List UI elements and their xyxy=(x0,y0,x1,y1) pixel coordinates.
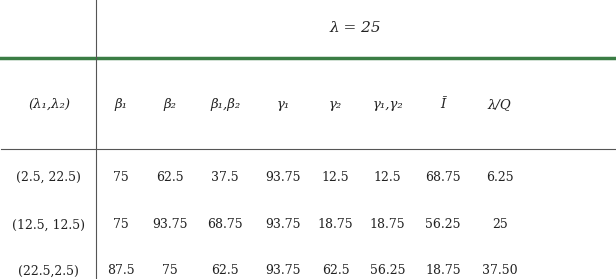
Text: 25: 25 xyxy=(492,218,508,231)
Text: 75: 75 xyxy=(162,264,178,277)
Text: 18.75: 18.75 xyxy=(425,264,461,277)
Text: 62.5: 62.5 xyxy=(156,171,184,184)
Text: 37.5: 37.5 xyxy=(211,171,239,184)
Text: 75: 75 xyxy=(113,218,129,231)
Text: λ = 25: λ = 25 xyxy=(330,21,381,35)
Text: 12.5: 12.5 xyxy=(322,171,349,184)
Text: 93.75: 93.75 xyxy=(152,218,188,231)
Text: 68.75: 68.75 xyxy=(208,218,243,231)
Text: 87.5: 87.5 xyxy=(107,264,135,277)
Text: 62.5: 62.5 xyxy=(322,264,349,277)
Text: 75: 75 xyxy=(113,171,129,184)
Text: (12.5, 12.5): (12.5, 12.5) xyxy=(12,218,86,231)
Text: 12.5: 12.5 xyxy=(374,171,402,184)
Text: β₂: β₂ xyxy=(163,98,177,111)
Text: γ₁: γ₁ xyxy=(277,98,290,111)
Text: 93.75: 93.75 xyxy=(265,218,301,231)
Text: (λ₁,λ₂): (λ₁,λ₂) xyxy=(28,98,70,111)
Text: λ/Q: λ/Q xyxy=(488,98,511,111)
Text: 18.75: 18.75 xyxy=(370,218,405,231)
Text: (2.5, 22.5): (2.5, 22.5) xyxy=(17,171,81,184)
Text: (22.5,2.5): (22.5,2.5) xyxy=(18,264,79,277)
Text: Ī: Ī xyxy=(440,98,445,111)
Text: 68.75: 68.75 xyxy=(425,171,461,184)
Text: 62.5: 62.5 xyxy=(211,264,239,277)
Text: 18.75: 18.75 xyxy=(318,218,354,231)
Text: 93.75: 93.75 xyxy=(265,171,301,184)
Text: 37.50: 37.50 xyxy=(482,264,517,277)
Text: β₁,β₂: β₁,β₂ xyxy=(210,98,240,111)
Text: 56.25: 56.25 xyxy=(370,264,405,277)
Text: γ₁,γ₂: γ₁,γ₂ xyxy=(372,98,403,111)
Text: 56.25: 56.25 xyxy=(425,218,461,231)
Text: β₁: β₁ xyxy=(115,98,128,111)
Text: γ₂: γ₂ xyxy=(329,98,342,111)
Text: 6.25: 6.25 xyxy=(486,171,514,184)
Text: 93.75: 93.75 xyxy=(265,264,301,277)
